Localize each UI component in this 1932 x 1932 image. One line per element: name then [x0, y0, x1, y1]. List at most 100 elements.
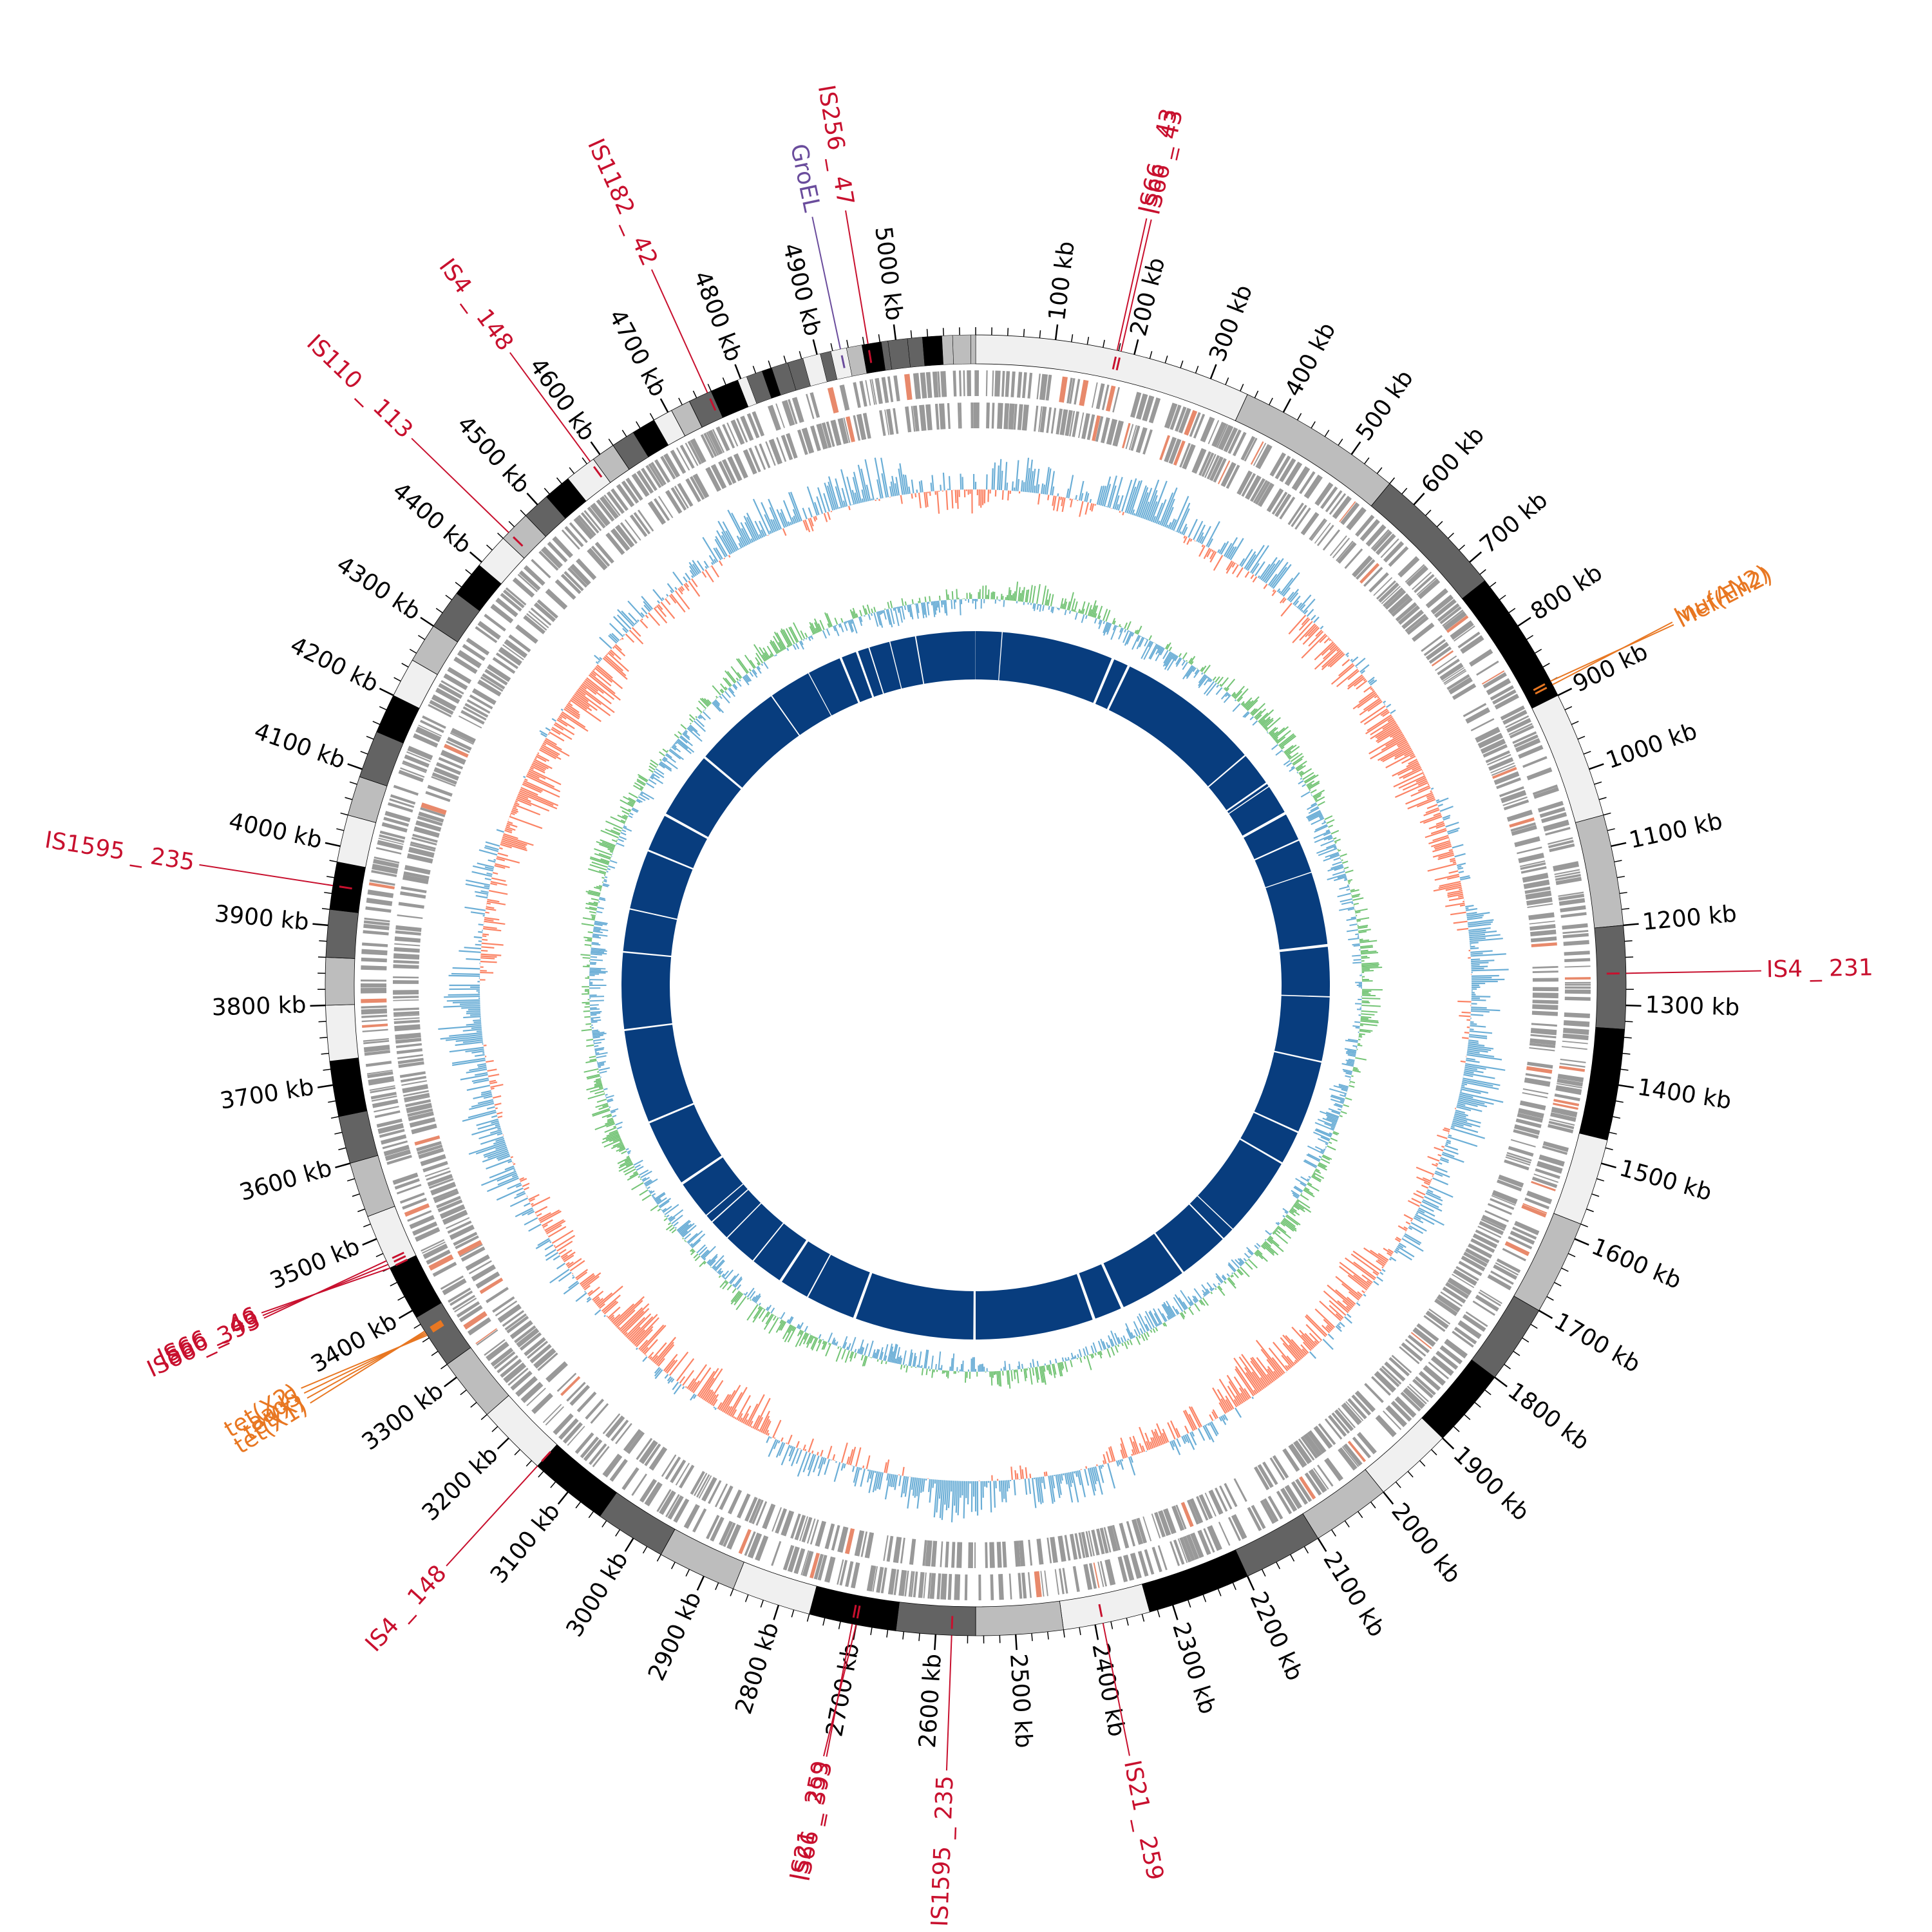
- major-tick: [1517, 616, 1531, 627]
- cds-feature: [1439, 1345, 1463, 1365]
- cds-feature: [1557, 1074, 1584, 1083]
- cds-feature: [1493, 771, 1520, 785]
- major-tick: [1383, 1492, 1394, 1505]
- cds-feature: [782, 1544, 795, 1571]
- cds-feature: [913, 373, 921, 399]
- cds-feature: [1437, 603, 1460, 622]
- cds-feature: [363, 923, 390, 931]
- cds-feature: [523, 615, 545, 634]
- major-tick: [773, 1605, 780, 1620]
- cds-feature: [406, 853, 433, 864]
- cds-feature: [653, 498, 670, 522]
- cds-feature: [1490, 762, 1515, 773]
- cds-feature: [893, 1569, 900, 1595]
- cds-feature: [670, 487, 687, 511]
- cds-feature: [1428, 1361, 1449, 1379]
- minor-tick: [323, 1068, 331, 1071]
- cds-feature: [913, 1571, 918, 1598]
- cds-feature: [396, 1184, 422, 1195]
- cds-feature: [663, 453, 681, 478]
- annotation-marker: [541, 1451, 551, 1463]
- cds-feature: [1501, 790, 1527, 804]
- minor-tick: [334, 1132, 343, 1135]
- cds-feature: [771, 1540, 782, 1566]
- cds-feature: [587, 506, 606, 529]
- cds-feature: [404, 1203, 430, 1217]
- cds-feature: [938, 403, 946, 430]
- cds-feature: [363, 1045, 390, 1053]
- cds-feature: [806, 393, 815, 419]
- blast-gap: [839, 656, 860, 704]
- cds-feature: [585, 1398, 605, 1420]
- minor-tick: [397, 1296, 405, 1301]
- cds-feature: [690, 438, 706, 464]
- blast-gap: [703, 755, 743, 790]
- minor-tick: [878, 334, 880, 343]
- cds-feature: [1502, 796, 1528, 806]
- cds-feature: [518, 570, 541, 591]
- minor-tick: [1071, 334, 1074, 343]
- minor-tick: [1436, 521, 1443, 527]
- cds-feature: [361, 980, 387, 982]
- tick-label: 1200 kb: [1642, 901, 1738, 936]
- cds-feature: [1059, 409, 1068, 435]
- cds-feature: [1198, 1494, 1213, 1520]
- annotation-leader: [1120, 219, 1152, 352]
- cds-feature: [1069, 1533, 1078, 1560]
- cds-feature: [694, 1472, 708, 1497]
- annotation-leader: [823, 1624, 857, 1757]
- tick-label: 4100 kb: [251, 718, 348, 774]
- cds-feature: [1532, 1004, 1558, 1010]
- cds-feature: [1346, 507, 1367, 531]
- cds-feature: [393, 990, 419, 995]
- cds-feature: [533, 1348, 556, 1369]
- cds-feature: [1495, 1262, 1519, 1276]
- cds-feature: [547, 541, 568, 563]
- minor-tick: [1583, 750, 1591, 755]
- minor-tick: [1149, 351, 1153, 359]
- cds-feature: [1532, 999, 1558, 1005]
- blast-gap: [1226, 782, 1268, 812]
- minor-tick: [486, 544, 493, 551]
- cds-feature: [660, 455, 676, 480]
- blast-gap: [914, 635, 925, 685]
- contig-segment: [325, 957, 355, 1006]
- minor-tick: [1217, 1588, 1222, 1596]
- cds-feature: [775, 1508, 788, 1534]
- tick-label: 2800 kb: [730, 1619, 784, 1717]
- cds-feature: [415, 1227, 440, 1242]
- cds-feature: [567, 567, 588, 588]
- cds-feature: [644, 1443, 661, 1466]
- minor-tick: [1530, 1323, 1538, 1329]
- cds-feature: [1303, 474, 1323, 499]
- cds-feature: [1417, 578, 1441, 600]
- cds-ring: [360, 370, 1591, 1600]
- cds-feature: [1412, 571, 1432, 591]
- cds-feature: [968, 1542, 974, 1568]
- cds-feature: [401, 886, 427, 894]
- cds-feature: [371, 869, 397, 877]
- minor-tick: [1296, 413, 1302, 421]
- cds-feature: [374, 856, 400, 864]
- cds-feature: [1491, 1195, 1516, 1206]
- cds-feature: [1079, 379, 1089, 406]
- cds-feature: [1532, 992, 1558, 999]
- cds-feature: [719, 1485, 734, 1510]
- cds-feature: [705, 466, 721, 492]
- cds-feature: [1168, 438, 1182, 464]
- cds-feature: [502, 1310, 525, 1327]
- cds-feature: [393, 1011, 420, 1016]
- minor-tick: [783, 355, 787, 364]
- annotation-label: IS4 _ 148: [433, 254, 518, 355]
- cds-feature: [1013, 404, 1018, 430]
- cds-feature: [615, 524, 635, 548]
- cds-feature: [469, 694, 493, 710]
- blast-ring: [621, 631, 1331, 1340]
- cds-feature: [715, 426, 730, 451]
- cds-feature: [425, 791, 451, 802]
- annotation-marker: [1115, 357, 1121, 371]
- cds-feature: [1197, 1530, 1211, 1555]
- cds-feature: [1425, 641, 1449, 661]
- minor-tick: [363, 1223, 371, 1227]
